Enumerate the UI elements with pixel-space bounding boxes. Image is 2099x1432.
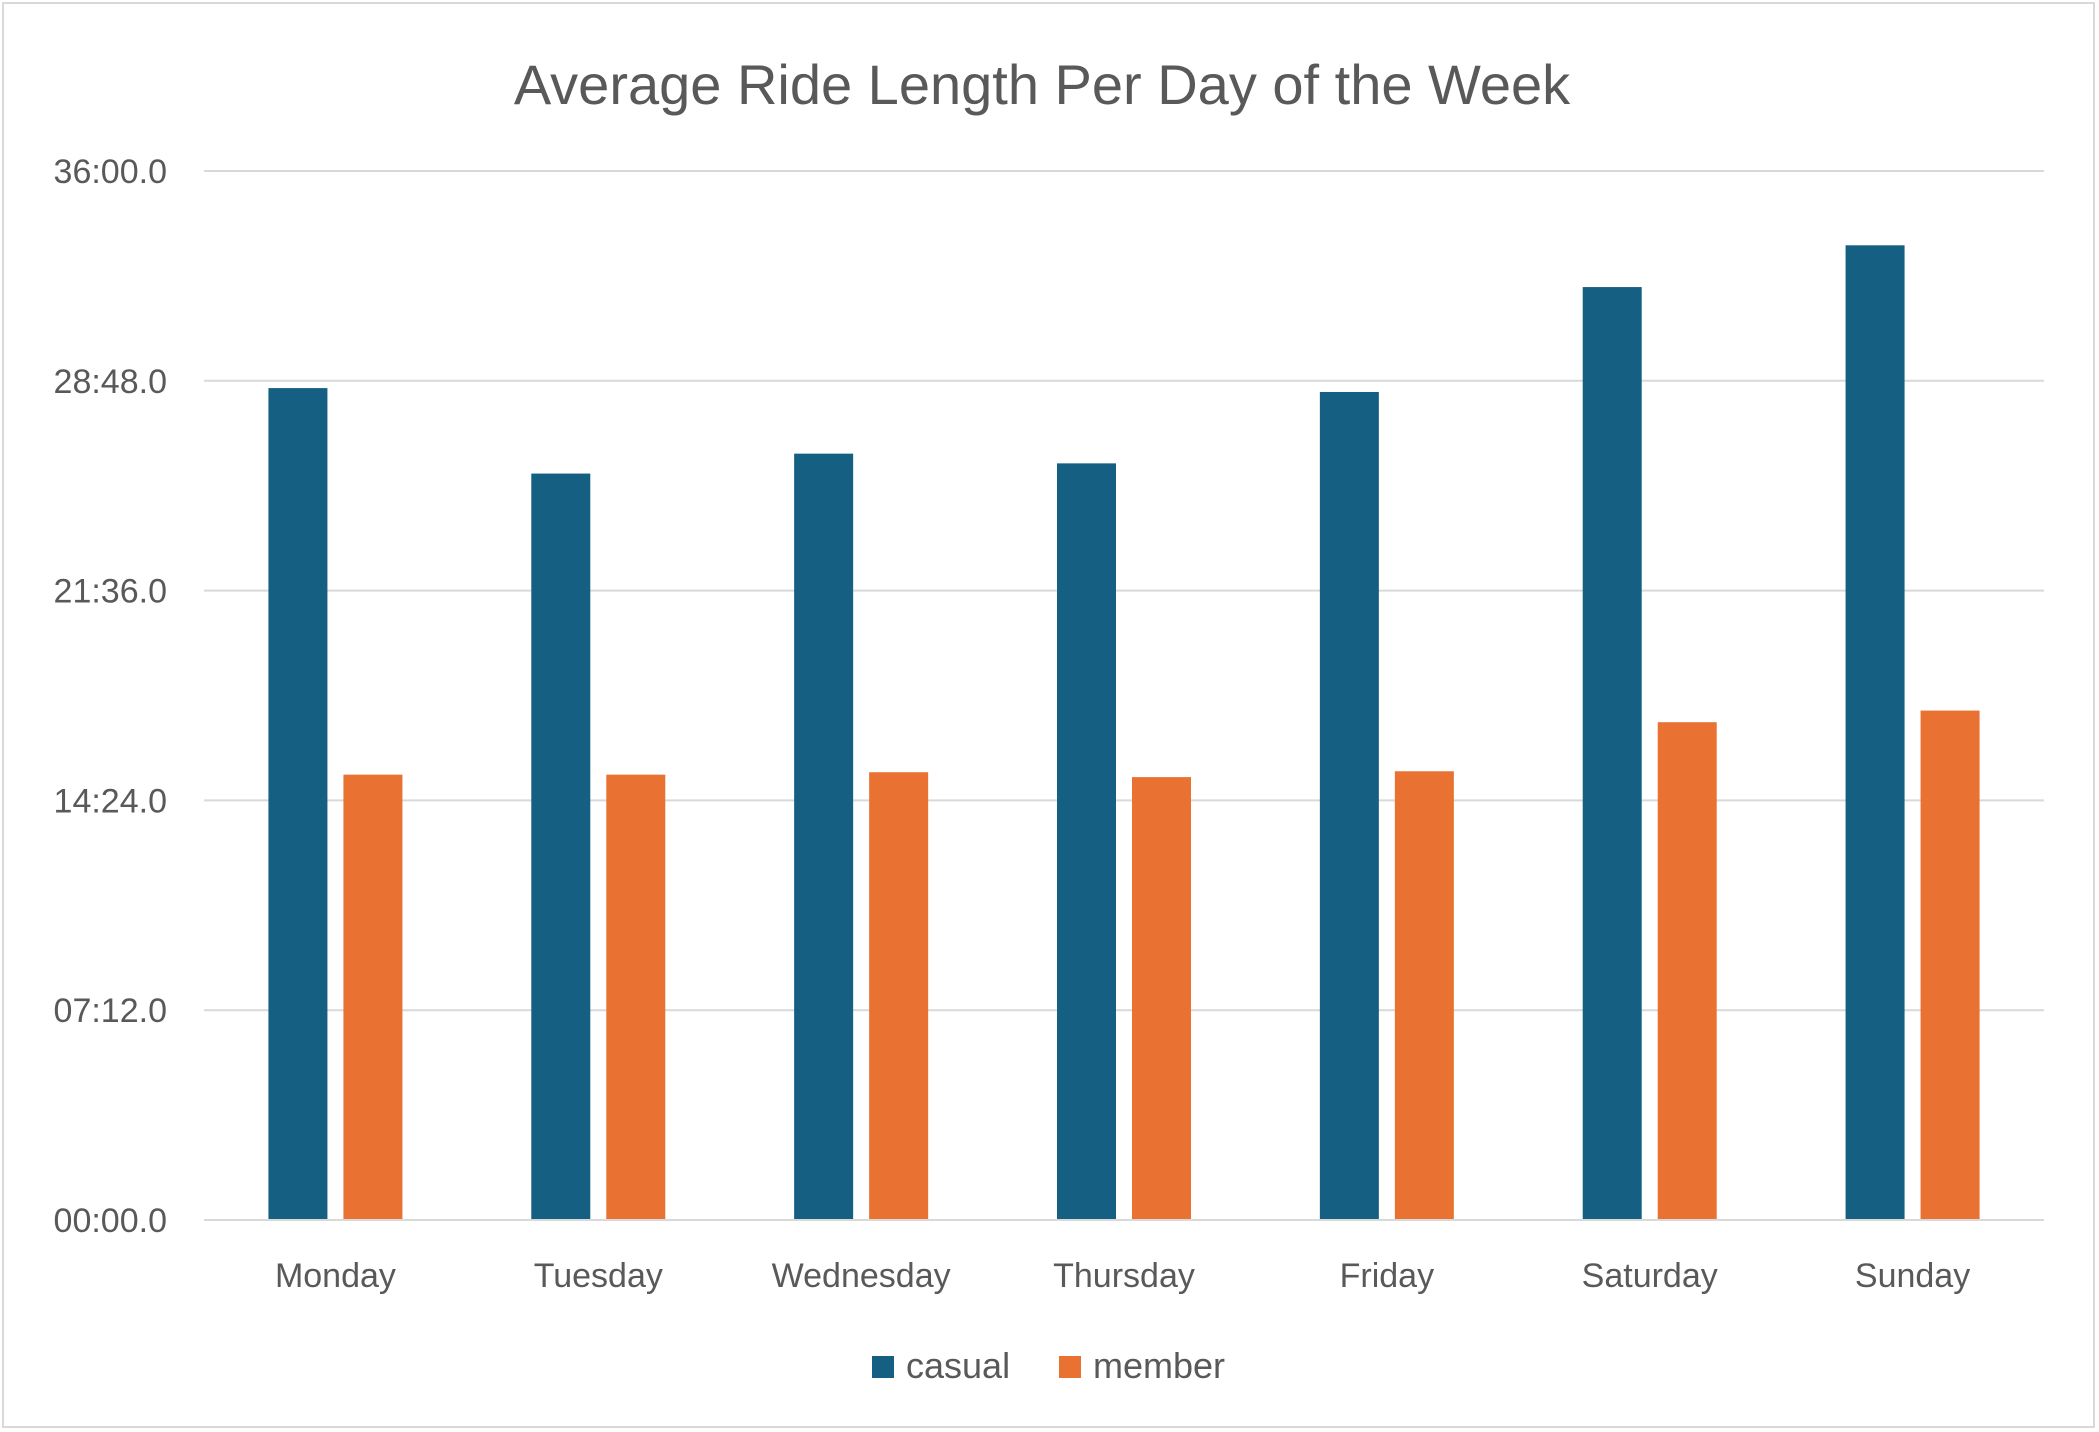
bar-casual-monday — [268, 388, 328, 1220]
legend-label-member: member — [1093, 1345, 1225, 1386]
bar-member-tuesday — [606, 774, 666, 1220]
bar-casual-friday — [1319, 391, 1379, 1220]
x-tick-label: Friday — [1340, 1257, 1434, 1295]
bar-casual-thursday — [1057, 463, 1116, 1220]
bar-member-sunday — [1920, 710, 1980, 1220]
y-tick-label: 36:00.0 — [54, 153, 167, 191]
bar-member-monday — [343, 774, 403, 1220]
y-tick-label: 00:00.0 — [54, 1202, 167, 1240]
x-axis-ticks: Monday Tuesday Wednesday Thursday Friday Satu… — [275, 1257, 1970, 1295]
bar-member-saturday — [1657, 722, 1717, 1220]
y-axis-ticks: 00:00.0 07:12.0 14:24.0 21:36.0 28:48.0 36:00… — [54, 153, 167, 1240]
x-tick-label: Wednesday — [772, 1257, 951, 1295]
bar-member-thursday — [1132, 777, 1191, 1220]
y-tick-label: 28:48.0 — [54, 363, 167, 401]
legend-swatch-casual — [872, 1356, 894, 1378]
y-tick-label: 14:24.0 — [54, 782, 167, 820]
bar-casual-sunday — [1845, 245, 1905, 1220]
bar-casual-saturday — [1582, 287, 1642, 1220]
y-tick-label: 07:12.0 — [54, 992, 167, 1030]
legend-swatch-member — [1059, 1356, 1081, 1378]
legend-label-casual: casual — [906, 1345, 1010, 1386]
bar-member-friday — [1394, 771, 1454, 1220]
x-tick-label: Monday — [275, 1257, 396, 1295]
legend: casual member — [872, 1345, 1225, 1386]
chart-title: Average Ride Length Per Day of the Week — [514, 53, 1571, 116]
bars — [204, 245, 2044, 1221]
x-tick-label: Thursday — [1053, 1257, 1195, 1295]
bar-casual-wednesday — [794, 453, 854, 1220]
bar-chart: Average Ride Length Per Day of the Week … — [54, 53, 2044, 1386]
bar-member-wednesday — [869, 772, 929, 1220]
y-tick-label: 21:36.0 — [54, 573, 167, 611]
x-tick-label: Tuesday — [534, 1257, 663, 1295]
x-tick-label: Saturday — [1582, 1257, 1718, 1295]
gridlines — [204, 170, 2044, 1221]
x-tick-label: Sunday — [1855, 1257, 1970, 1295]
bar-casual-tuesday — [531, 473, 591, 1220]
